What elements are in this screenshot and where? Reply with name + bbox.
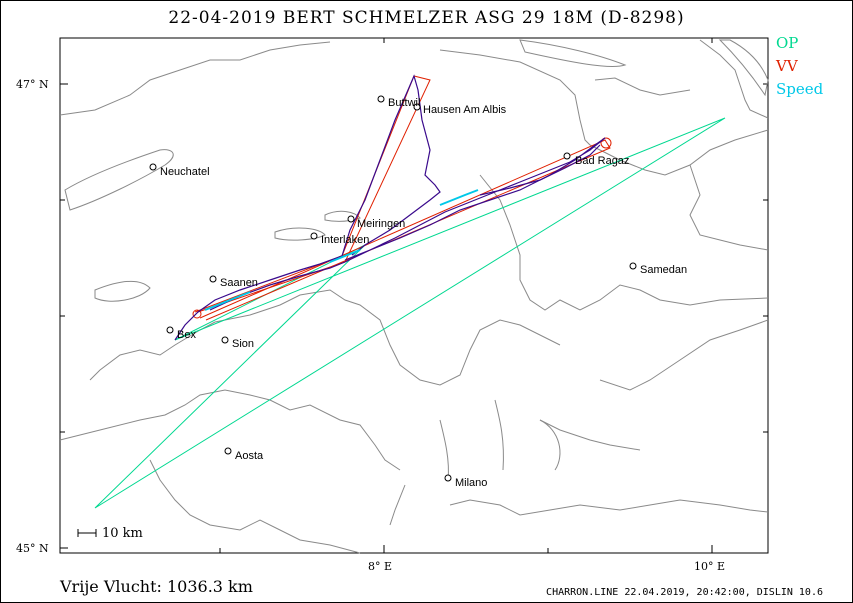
country-borders [59, 39, 769, 554]
city-label: Saanen [220, 277, 258, 289]
lat-label-45: 45° N [16, 542, 49, 555]
city-label: Bex [177, 329, 196, 341]
distance-label: Vrije Vlucht: 1036.3 km [60, 577, 253, 596]
map-border [59, 37, 769, 554]
legend-op: OP [776, 34, 799, 52]
lon-label-10: 10° E [694, 560, 726, 573]
city-label: Interlaken [321, 234, 370, 246]
lon-label-8: 8° E [368, 560, 393, 573]
speed-segments [204, 189, 479, 311]
city-label: Meiringen [357, 218, 406, 230]
plot-title: 22-04-2019 BERT SCHMELZER ASG 29 18M (D-… [168, 8, 685, 28]
city-label: Bad Ragaz [575, 155, 630, 167]
scale-bar [77, 529, 97, 537]
scale-label: 10 km [102, 526, 143, 541]
left-ticks [60, 38, 768, 553]
footer-info: CHARRON.LINE 22.04.2019, 20:42:00, DISLI… [546, 587, 823, 598]
flight-track [174, 74, 606, 341]
city-label: Sion [232, 338, 255, 350]
city-label: Buttwil [388, 97, 421, 109]
city-label: Aosta [235, 450, 264, 462]
city-label: Milano [455, 477, 488, 489]
city-markers [149, 95, 637, 482]
legend-speed: Speed [776, 80, 824, 98]
legend-vv: VV [776, 57, 798, 75]
city-label: Samedan [640, 264, 688, 276]
city-label: Hausen Am Albis [423, 104, 507, 116]
lat-label-47: 47° N [16, 78, 49, 91]
city-label: Neuchatel [160, 166, 210, 178]
lakes [64, 39, 769, 526]
